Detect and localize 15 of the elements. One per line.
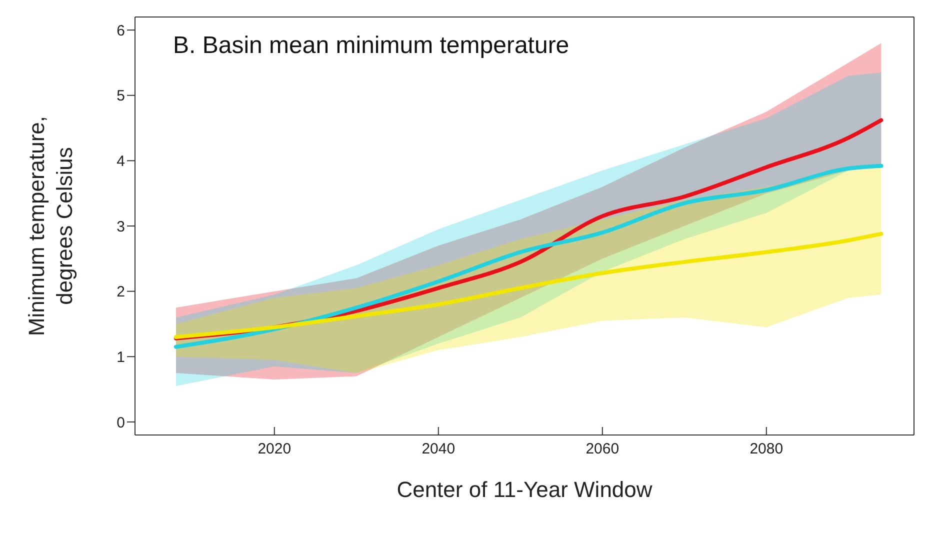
x-tick-label: 2080 — [750, 440, 784, 458]
y-tick-label: 5 — [116, 88, 125, 105]
y-tick-label: 1 — [116, 348, 125, 366]
y-tick-label: 0 — [116, 414, 125, 432]
x-tick-label: 2040 — [422, 440, 456, 458]
x-axis-title: Center of 11-Year Window — [396, 477, 652, 502]
x-tick-label: 2060 — [586, 440, 620, 458]
x-tick-label: 2020 — [258, 440, 292, 458]
y-axis-title: Minimum temperature, degrees Celsius — [24, 116, 77, 336]
y-tick-label: 4 — [116, 153, 125, 170]
y-tick-label: 3 — [116, 218, 125, 236]
text: B. Basin mean minimum temperature — [173, 32, 570, 60]
y-tick-label: 2 — [116, 284, 125, 301]
y-tick-label: 6 — [116, 22, 125, 40]
line-series — [174, 232, 884, 340]
